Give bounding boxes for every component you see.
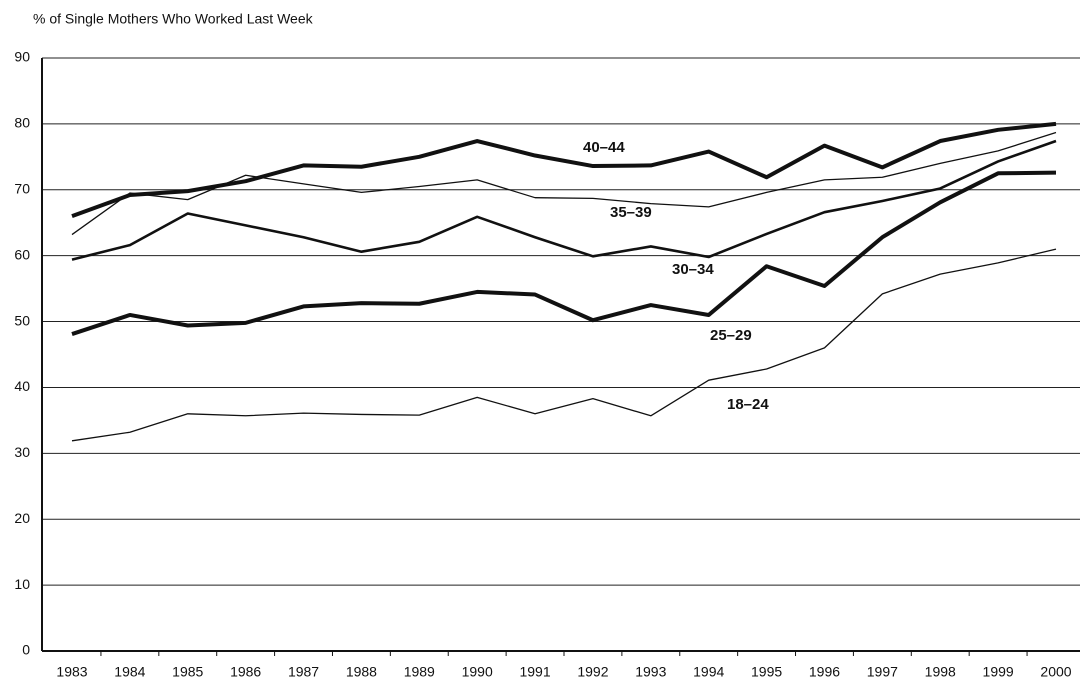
x-tick-label: 1987	[288, 664, 319, 680]
x-tick-label: 1984	[114, 664, 145, 680]
y-tick-label: 10	[14, 576, 30, 592]
y-tick-label: 20	[14, 510, 30, 526]
x-tick-label: 1991	[519, 664, 550, 680]
x-tick-label: 1989	[404, 664, 435, 680]
chart-title: % of Single Mothers Who Worked Last Week	[33, 11, 314, 27]
y-tick-label: 30	[14, 444, 30, 460]
y-tick-label: 80	[14, 115, 30, 131]
x-tick-label: 1986	[230, 664, 261, 680]
y-tick-label: 90	[14, 49, 30, 65]
series-line	[71, 121, 1057, 219]
y-tick-label: 0	[22, 642, 30, 658]
x-tick-label: 1988	[346, 664, 377, 680]
series-label: 40–44	[583, 139, 625, 156]
series-line	[71, 131, 1057, 236]
x-tick-label: 1994	[693, 664, 724, 680]
x-tick-label: 1999	[983, 664, 1014, 680]
y-tick-label: 40	[14, 378, 30, 394]
series-label: 30–34	[672, 261, 714, 278]
series-label: 35–39	[610, 204, 652, 221]
series-label: 25–29	[710, 327, 752, 344]
y-tick-label: 70	[14, 180, 30, 196]
x-tick-label: 2000	[1040, 664, 1071, 680]
y-tick-label: 60	[14, 246, 30, 262]
x-tick-label: 1996	[809, 664, 840, 680]
x-tick-label: 1998	[925, 664, 956, 680]
x-tick-label: 1990	[462, 664, 493, 680]
x-tick-label: 1997	[867, 664, 898, 680]
x-tick-label: 1995	[751, 664, 782, 680]
series-line	[71, 139, 1057, 261]
y-tick-label: 50	[14, 312, 30, 328]
series-line	[71, 248, 1057, 442]
x-tick-label: 1983	[56, 664, 87, 680]
x-tick-label: 1985	[172, 664, 203, 680]
x-tick-label: 1992	[577, 664, 608, 680]
x-tick-label: 1993	[635, 664, 666, 680]
series-line	[71, 170, 1057, 336]
series-label: 18–24	[727, 396, 769, 413]
